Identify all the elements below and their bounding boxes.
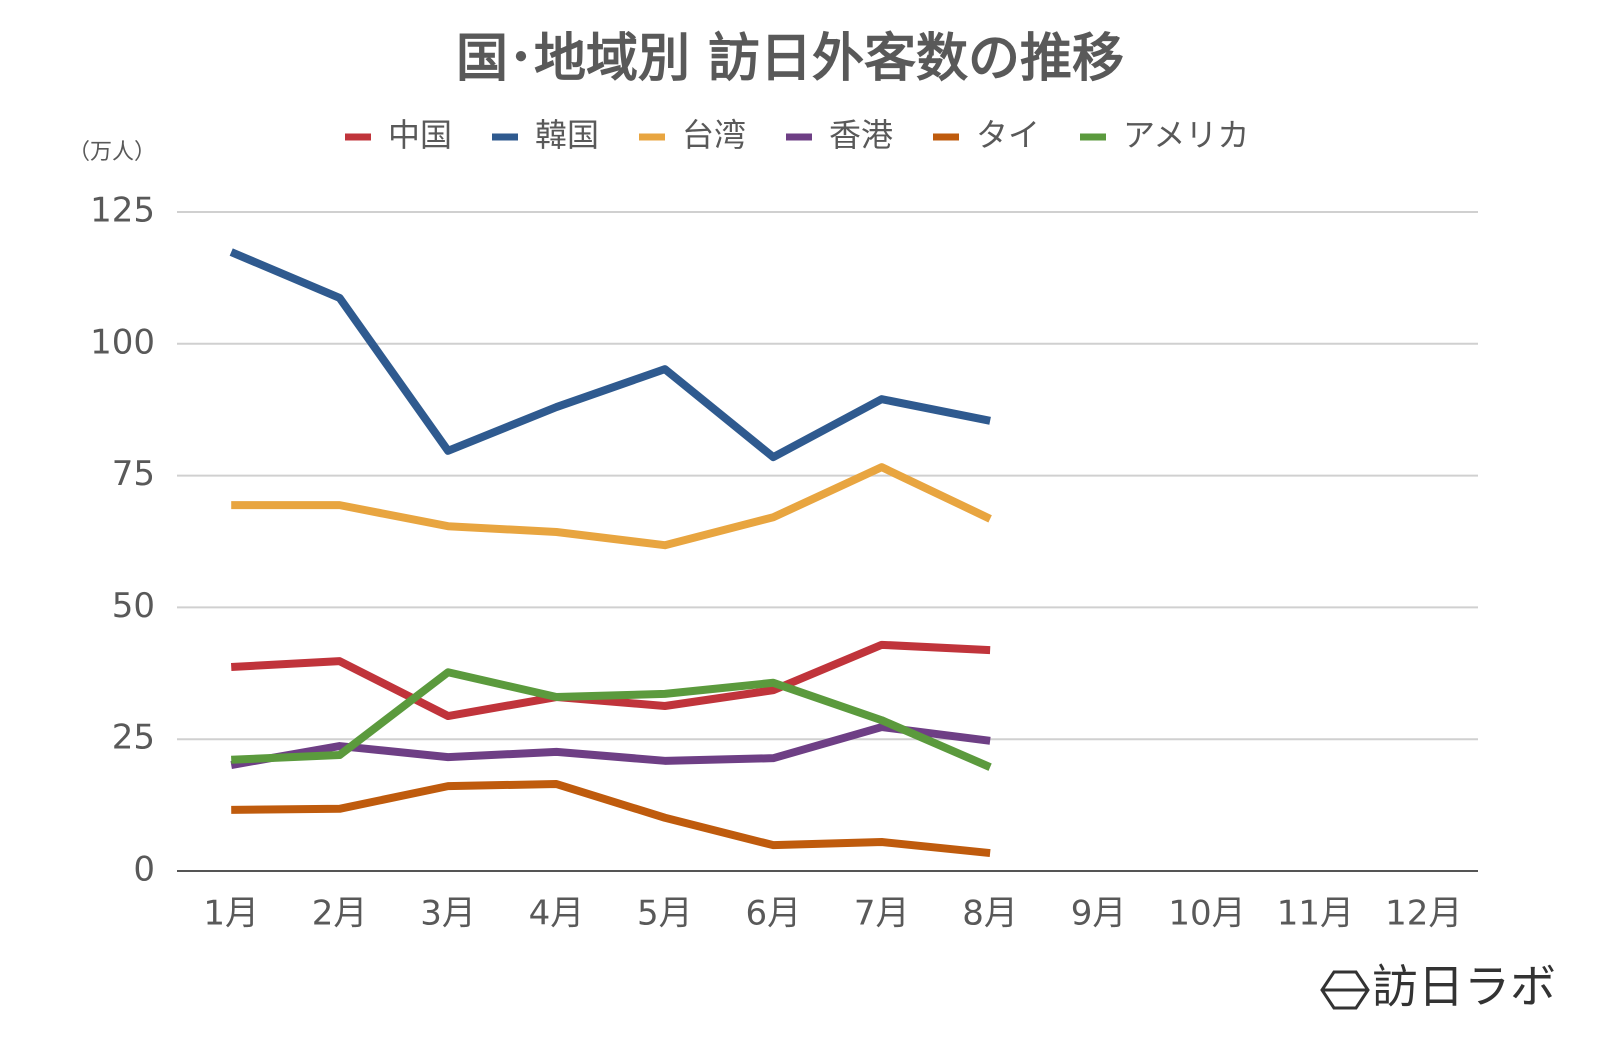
x-tick-label: 3月 [420,894,476,934]
legend-label: 中国 [388,116,452,154]
series-line [231,780,991,858]
y-tick-label: 100 [90,322,155,362]
x-tick-label: 7月 [854,894,910,934]
y-unit-label: （万人） [68,140,156,165]
x-tick-label: 2月 [312,894,368,934]
x-tick-label: 8月 [962,894,1018,934]
legend-item: 香港 [786,116,893,154]
logo-icon [1320,970,1370,1010]
series-line [231,668,992,771]
legend-item: 台湾 [639,116,746,154]
chart-title: 国･地域別 訪日外客数の推移 [456,29,1124,89]
x-tick-label: 5月 [637,894,693,934]
watermark: 訪日ラボ [1372,960,1556,1014]
x-tick-label: 6月 [745,894,801,934]
legend-label: 香港 [829,116,893,154]
y-tick-label: 50 [112,586,155,626]
x-tick-label: 1月 [203,894,259,934]
series-line [230,723,991,769]
legend-item: アメリカ [1080,116,1249,154]
legend-item: 韓国 [492,116,599,154]
legend-item: タイ [933,116,1040,154]
legend-item: 中国 [345,116,452,154]
legend-label: 台湾 [682,116,746,154]
legend-label: タイ [976,116,1040,154]
y-tick-label: 125 [90,191,155,231]
x-tick-label: 10月 [1168,894,1245,934]
y-tick-label: 75 [112,454,155,494]
series-line [231,463,992,550]
x-tick-label: 9月 [1071,894,1127,934]
y-tick-label: 0 [133,850,155,890]
x-tick-label: 11月 [1277,894,1354,934]
series-line [229,248,991,462]
series-line [230,640,991,721]
legend-label: 韓国 [535,116,599,154]
legend-label: アメリカ [1123,116,1249,154]
y-tick-label: 25 [112,718,155,758]
x-tick-label: 4月 [529,894,585,934]
x-tick-label: 12月 [1385,894,1462,934]
